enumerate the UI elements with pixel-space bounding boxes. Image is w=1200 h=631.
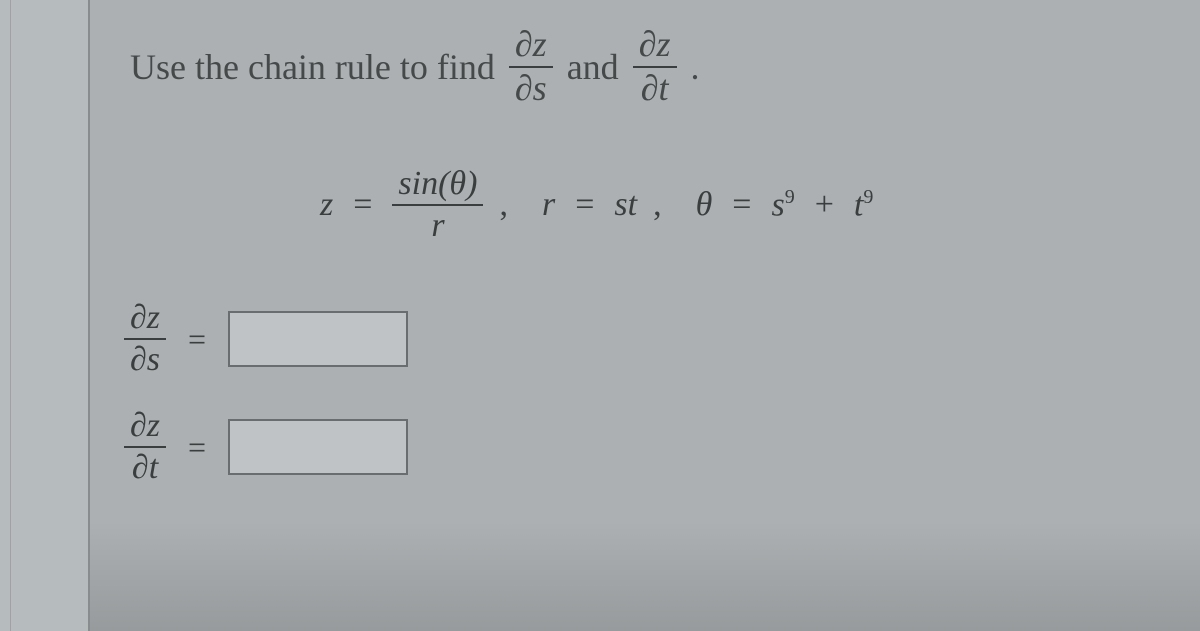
def-z-frac: sin(θ) r <box>392 166 483 243</box>
label-dz: ∂z <box>124 300 166 336</box>
def-theta-lhs: θ <box>696 186 713 224</box>
prompt-lead: Use the chain rule to find <box>130 46 495 88</box>
prompt-frac2-num: ∂z <box>633 26 677 64</box>
bottom-vignette <box>90 521 1200 631</box>
label-ds: ∂s <box>124 342 166 378</box>
content-area: Use the chain rule to find ∂z ∂s and ∂z … <box>90 0 1200 631</box>
definitions-line: z = sin(θ) r , r = st , θ = s9 + t9 <box>320 160 1070 250</box>
prompt-frac-dz-ds: ∂z ∂s <box>509 26 553 108</box>
def-r-rhs: st <box>614 186 637 224</box>
equals-sign: = <box>732 186 751 224</box>
label-frac-dz-ds: ∂z ∂s <box>124 300 166 377</box>
equals-sign: = <box>353 186 372 224</box>
def-r-lhs: r <box>542 186 555 224</box>
def-theta-term2: t9 <box>854 186 873 224</box>
prompt-frac-dz-dt: ∂z ∂t <box>633 26 677 108</box>
def-theta-term1: s9 <box>771 186 794 224</box>
fraction-bar <box>124 338 166 340</box>
def-theta-base2: t <box>854 186 863 223</box>
equals-sign: = <box>188 321 206 358</box>
def-theta-exp2: 9 <box>863 186 873 208</box>
def-theta-base1: s <box>771 186 784 223</box>
def-z-num: sin(θ) <box>392 166 483 202</box>
label-frac-dz-dt: ∂z ∂t <box>124 408 166 485</box>
prompt-mid: and <box>567 46 619 88</box>
left-rail <box>0 0 90 631</box>
answer-input-dz-ds[interactable] <box>228 311 408 367</box>
label-dz: ∂z <box>124 408 166 444</box>
page-root: Use the chain rule to find ∂z ∂s and ∂z … <box>0 0 1200 631</box>
comma: , <box>653 186 662 224</box>
plus-sign: + <box>815 186 834 224</box>
prompt-frac1-num: ∂z <box>509 26 553 64</box>
answer-row-dz-dt: ∂z ∂t = <box>124 408 484 486</box>
def-z-den: r <box>425 208 450 244</box>
prompt-line: Use the chain rule to find ∂z ∂s and ∂z … <box>130 22 1030 112</box>
answer-row-dz-ds: ∂z ∂s = <box>124 300 484 378</box>
left-rail-inner-line <box>10 0 11 631</box>
comma: , <box>499 186 508 224</box>
answer-input-dz-dt[interactable] <box>228 419 408 475</box>
equals-sign: = <box>188 429 206 466</box>
prompt-frac2-den: ∂t <box>635 70 675 108</box>
label-dt: ∂t <box>126 450 164 486</box>
prompt-frac1-den: ∂s <box>509 70 553 108</box>
equals-sign: = <box>575 186 594 224</box>
def-z-lhs: z <box>320 186 333 224</box>
prompt-tail: . <box>691 46 700 88</box>
def-theta-exp1: 9 <box>785 186 795 208</box>
fraction-bar <box>392 204 483 206</box>
fraction-bar <box>124 446 166 448</box>
